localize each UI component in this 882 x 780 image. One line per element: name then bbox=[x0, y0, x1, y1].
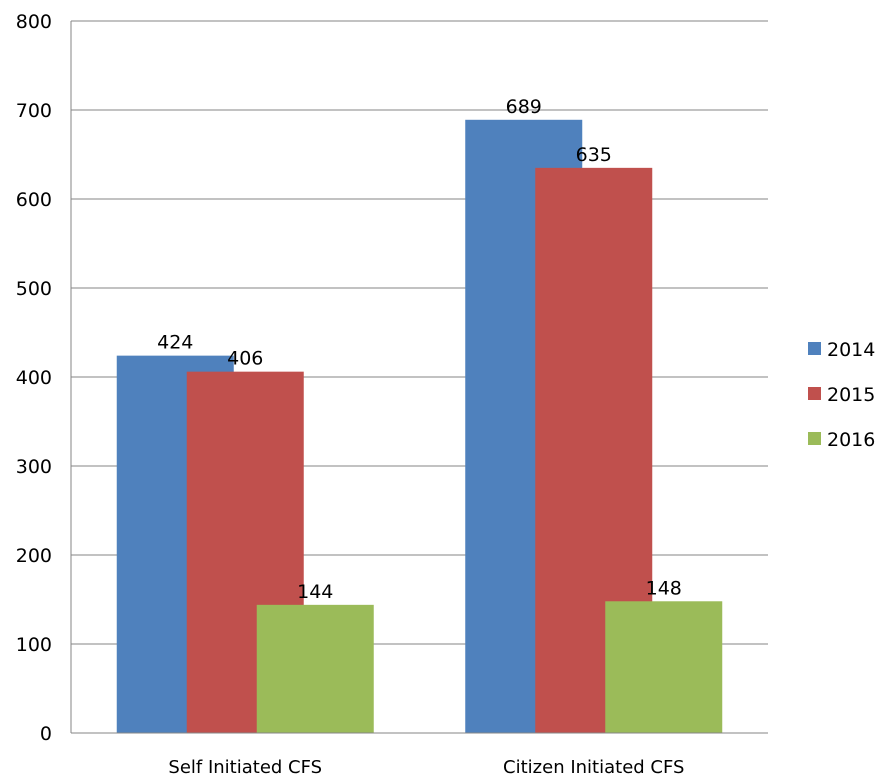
y-tick-label-100: 100 bbox=[16, 634, 52, 656]
legend-swatch-2015 bbox=[808, 387, 821, 400]
x-category-label-0: Self Initiated CFS bbox=[168, 757, 322, 778]
bar-2016-1 bbox=[605, 601, 723, 733]
y-tick-label-300: 300 bbox=[16, 456, 52, 478]
y-tick-label-0: 0 bbox=[40, 723, 52, 745]
data-labels: 424 406 144 689 635 148 bbox=[157, 96, 682, 603]
y-tick-label-500: 500 bbox=[16, 278, 52, 300]
axes: 0 100 200 300 400 500 600 700 800 Self Initiated … bbox=[16, 11, 768, 778]
legend-label-2014: 2014 bbox=[827, 339, 875, 361]
legend-swatch-2016 bbox=[808, 432, 821, 445]
bar-2016-0 bbox=[256, 604, 374, 733]
data-label-2016-0: 144 bbox=[297, 581, 333, 603]
legend-label-2015: 2015 bbox=[827, 384, 875, 406]
y-tick-label-200: 200 bbox=[16, 545, 52, 567]
legend: 2014 2015 2016 bbox=[808, 339, 875, 451]
y-tick-label-700: 700 bbox=[16, 100, 52, 122]
y-tick-label-800: 800 bbox=[16, 11, 52, 33]
data-label-2015-0: 406 bbox=[227, 348, 263, 370]
y-tick-label-600: 600 bbox=[16, 189, 52, 211]
data-label-2014-0: 424 bbox=[157, 332, 193, 354]
bars bbox=[116, 119, 723, 734]
data-label-2015-1: 635 bbox=[576, 144, 612, 166]
data-label-2016-1: 148 bbox=[646, 577, 682, 599]
data-label-2014-1: 689 bbox=[506, 96, 542, 118]
y-tick-label-400: 400 bbox=[16, 367, 52, 389]
x-category-label-1: Citizen Initiated CFS bbox=[503, 757, 684, 778]
legend-label-2016: 2016 bbox=[827, 429, 875, 451]
legend-swatch-2014 bbox=[808, 342, 821, 355]
